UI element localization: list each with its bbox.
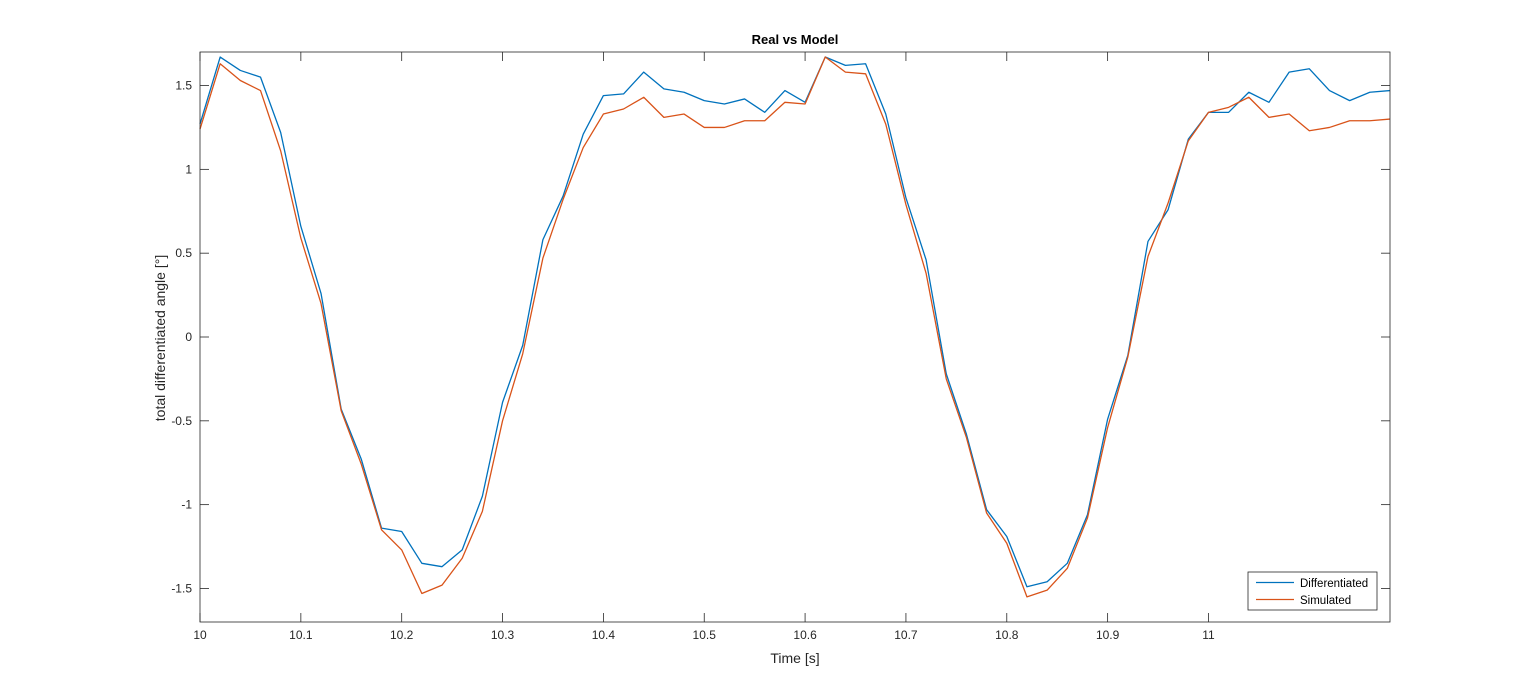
series-line-simulated [199, 56, 1391, 598]
plot-area [200, 52, 1390, 622]
series-layer [199, 56, 1391, 598]
y-tick-label: -0.5 [171, 414, 192, 428]
y-tick-label: 0.5 [175, 246, 192, 260]
y-axis-label: total differentiated angle [°] [152, 255, 168, 421]
x-tick-label: 10.9 [1096, 628, 1120, 642]
x-tick-label: 10.8 [995, 628, 1019, 642]
y-tick-label: -1 [181, 498, 192, 512]
series-line-differentiated [199, 56, 1391, 588]
legend-box [1247, 571, 1378, 611]
x-tick-label: 10.7 [894, 628, 918, 642]
x-tick-label: 10.6 [793, 628, 817, 642]
tick-layer: 10 10.1 10.2 10.3 10.4 10.5 10.6 10.7 10.8 10.9 11… [171, 52, 1390, 642]
x-tick-label: 10 [193, 628, 207, 642]
y-tick-label: -1.5 [171, 581, 192, 595]
x-tick-label: 10.3 [491, 628, 515, 642]
x-axis-label: Time [s] [770, 650, 819, 666]
plot-background [200, 52, 1390, 622]
y-tick-label: 0 [185, 330, 192, 344]
legend-label-differentiated: Differentiated [1300, 578, 1368, 590]
x-tick-label: 10.5 [693, 628, 717, 642]
x-tick-label: 10.1 [289, 628, 313, 642]
y-tick-label: 1 [185, 162, 192, 176]
x-tick-label: 10.2 [390, 628, 414, 642]
legend: Differentiated Simulated [1247, 571, 1378, 611]
x-tick-label: 11 [1202, 628, 1215, 642]
chart-title: Real vs Model [752, 32, 839, 47]
y-tick-label: 1.5 [175, 79, 192, 93]
legend-label-simulated: Simulated [1300, 595, 1351, 607]
x-tick-label: 10.4 [592, 628, 616, 642]
